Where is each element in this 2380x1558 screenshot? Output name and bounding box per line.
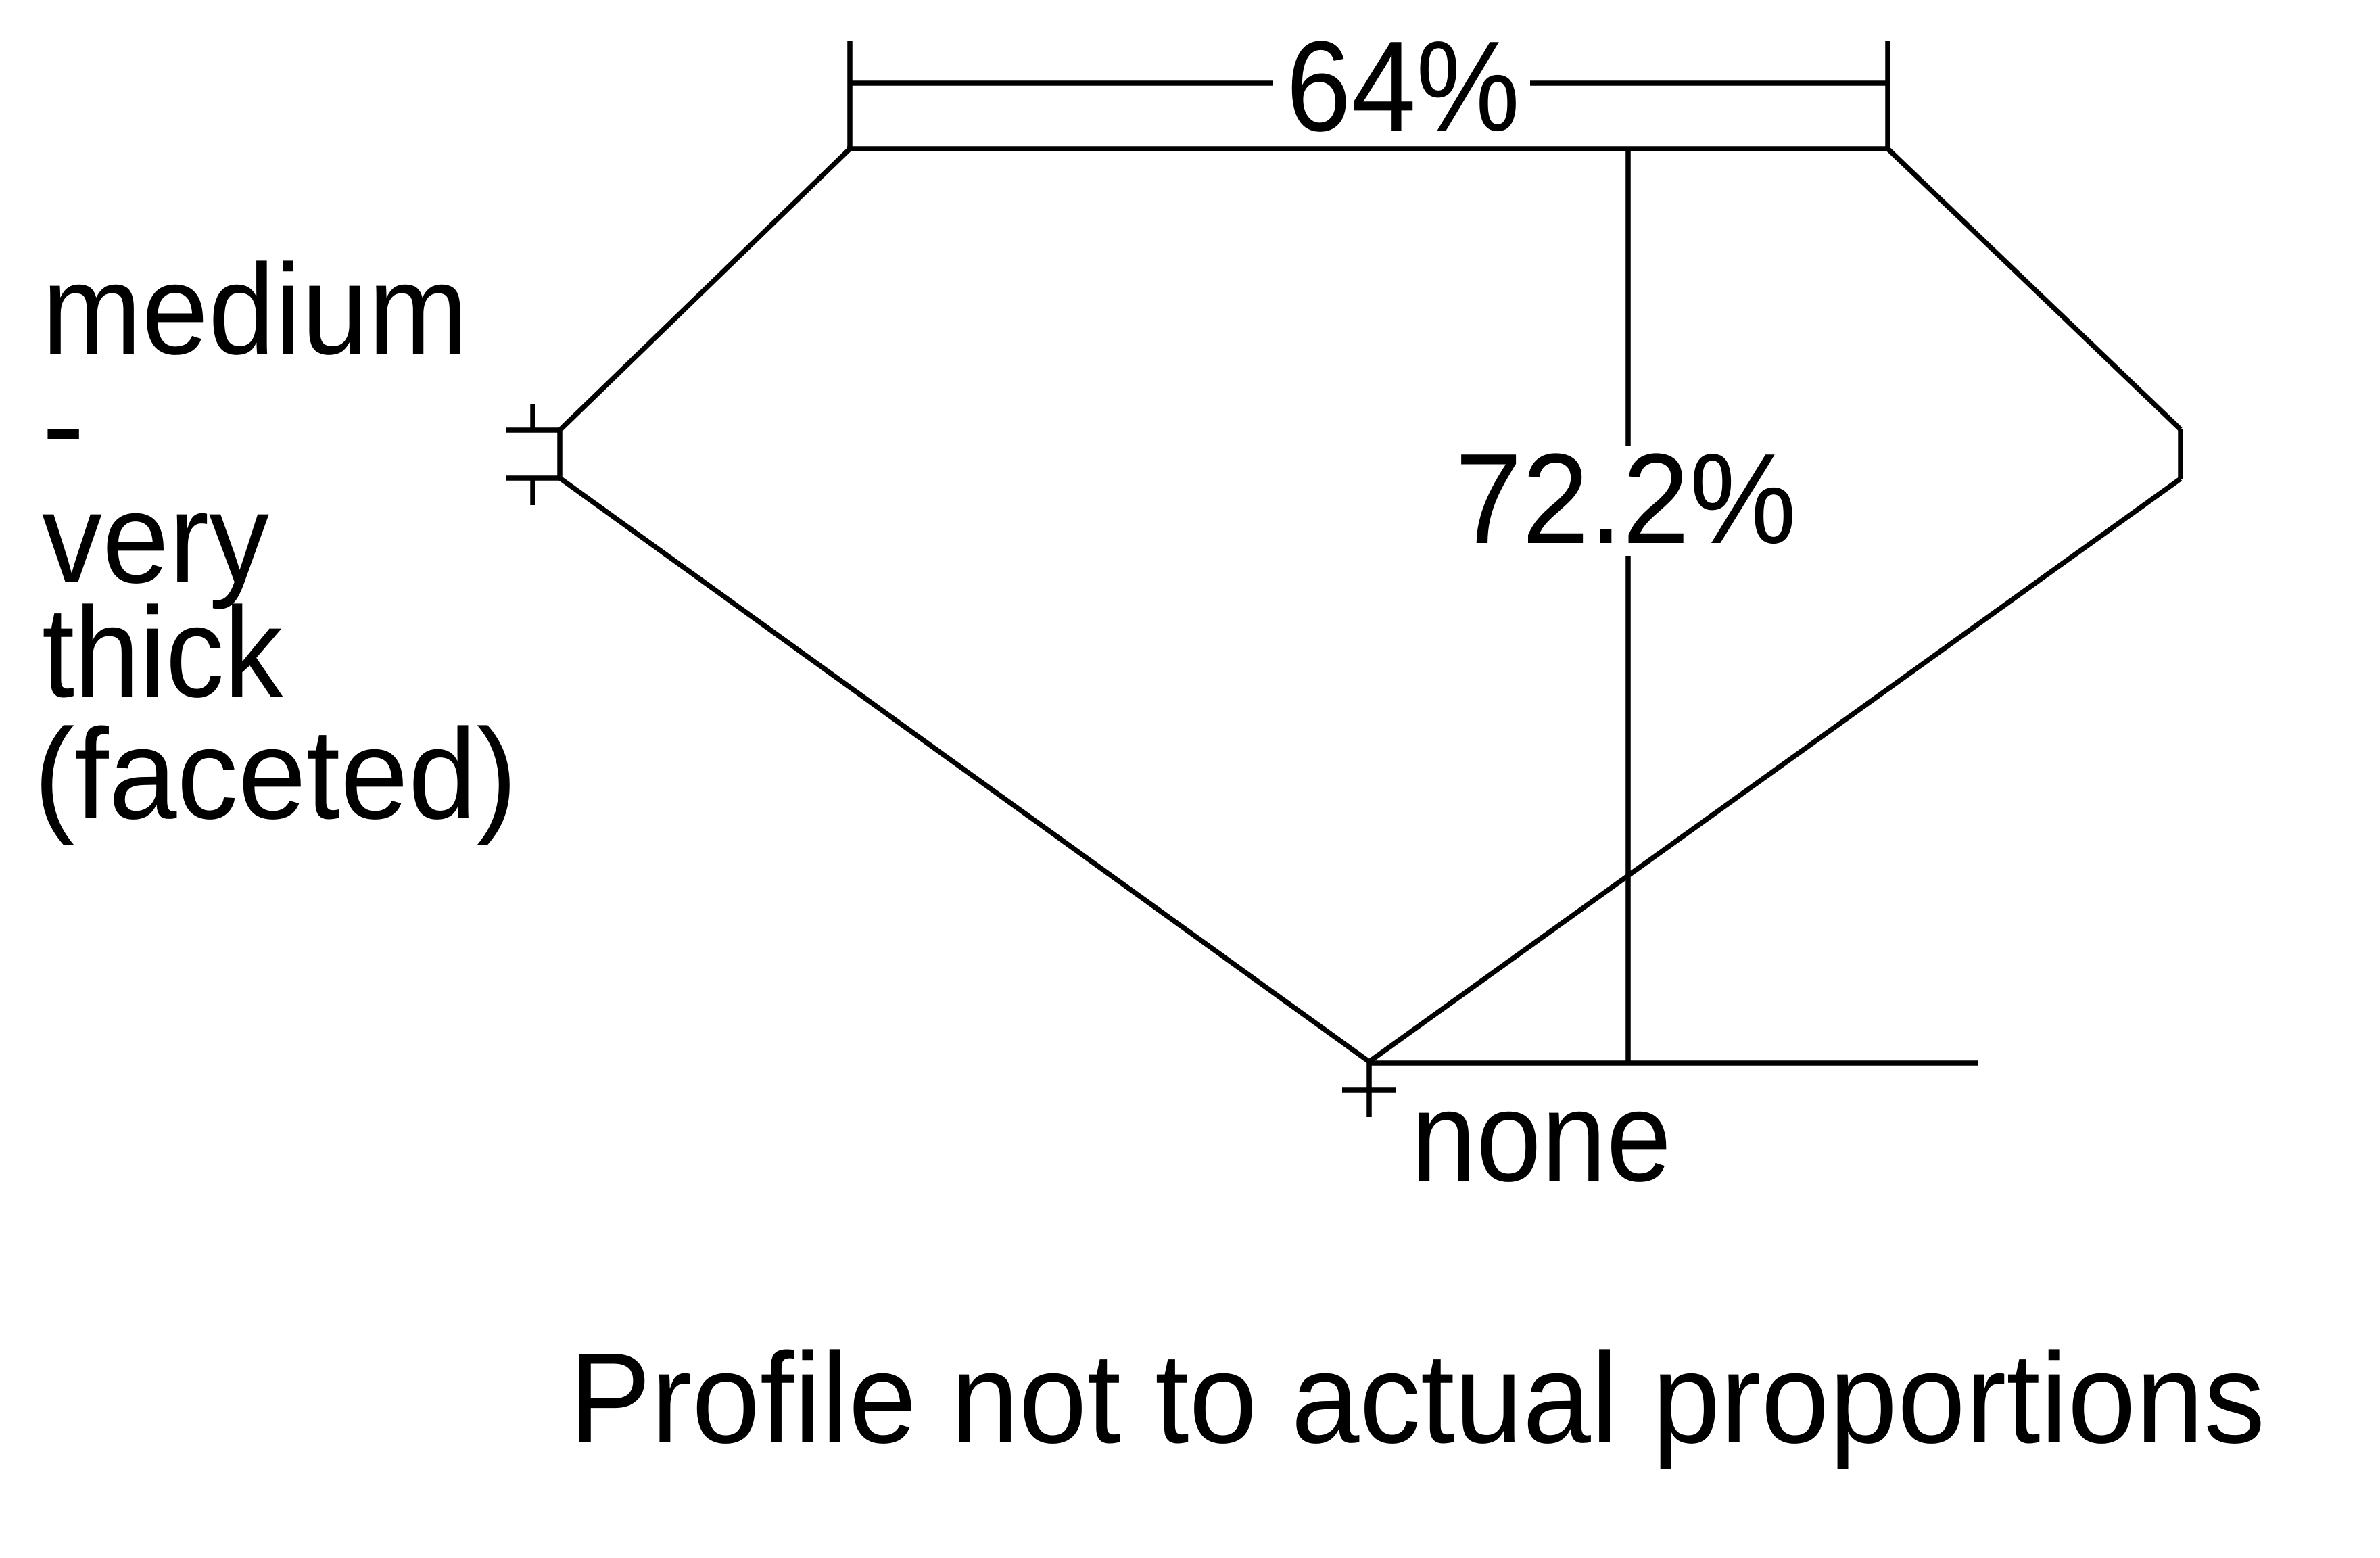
pavilion-facet-right [1367, 476, 2183, 1064]
diamond-outline [557, 146, 2183, 1064]
girdle-label-line-3: very [42, 467, 269, 610]
pavilion-facet-left [558, 475, 1371, 1064]
girdle-label-line-4: thick [42, 581, 283, 724]
crown-facet-right [1886, 147, 2183, 431]
table-width-dimension: 64% [847, 15, 1890, 158]
girdle-thickness-label: medium - very thick (faceted) [34, 238, 517, 846]
depth-dimension: 72.2% [1369, 149, 1978, 1066]
culet-marker: none [1342, 1062, 1671, 1208]
table-percent-label: 64% [1286, 15, 1520, 158]
culet-label: none [1411, 1065, 1671, 1208]
girdle-label-line-5: (faceted) [34, 703, 517, 846]
depth-percent-label: 72.2% [1455, 427, 1796, 571]
girdle-label-line-2: - [42, 352, 85, 496]
girdle-thickness-marks [506, 404, 560, 505]
girdle-label-line-1: medium [42, 238, 468, 381]
caption: Profile not to actual proportions [569, 1327, 2265, 1470]
crown-facet-left [558, 147, 852, 432]
